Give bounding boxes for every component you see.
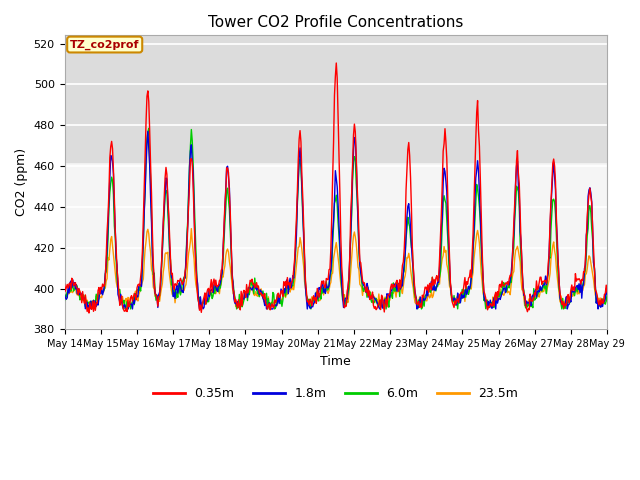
Text: TZ_co2prof: TZ_co2prof: [70, 39, 140, 50]
Legend: 0.35m, 1.8m, 6.0m, 23.5m: 0.35m, 1.8m, 6.0m, 23.5m: [148, 383, 524, 406]
Bar: [65, 36, 607, 162]
Y-axis label: CO2 (ppm): CO2 (ppm): [15, 148, 28, 216]
Title: Tower CO2 Profile Concentrations: Tower CO2 Profile Concentrations: [208, 15, 463, 30]
X-axis label: Time: Time: [321, 355, 351, 368]
